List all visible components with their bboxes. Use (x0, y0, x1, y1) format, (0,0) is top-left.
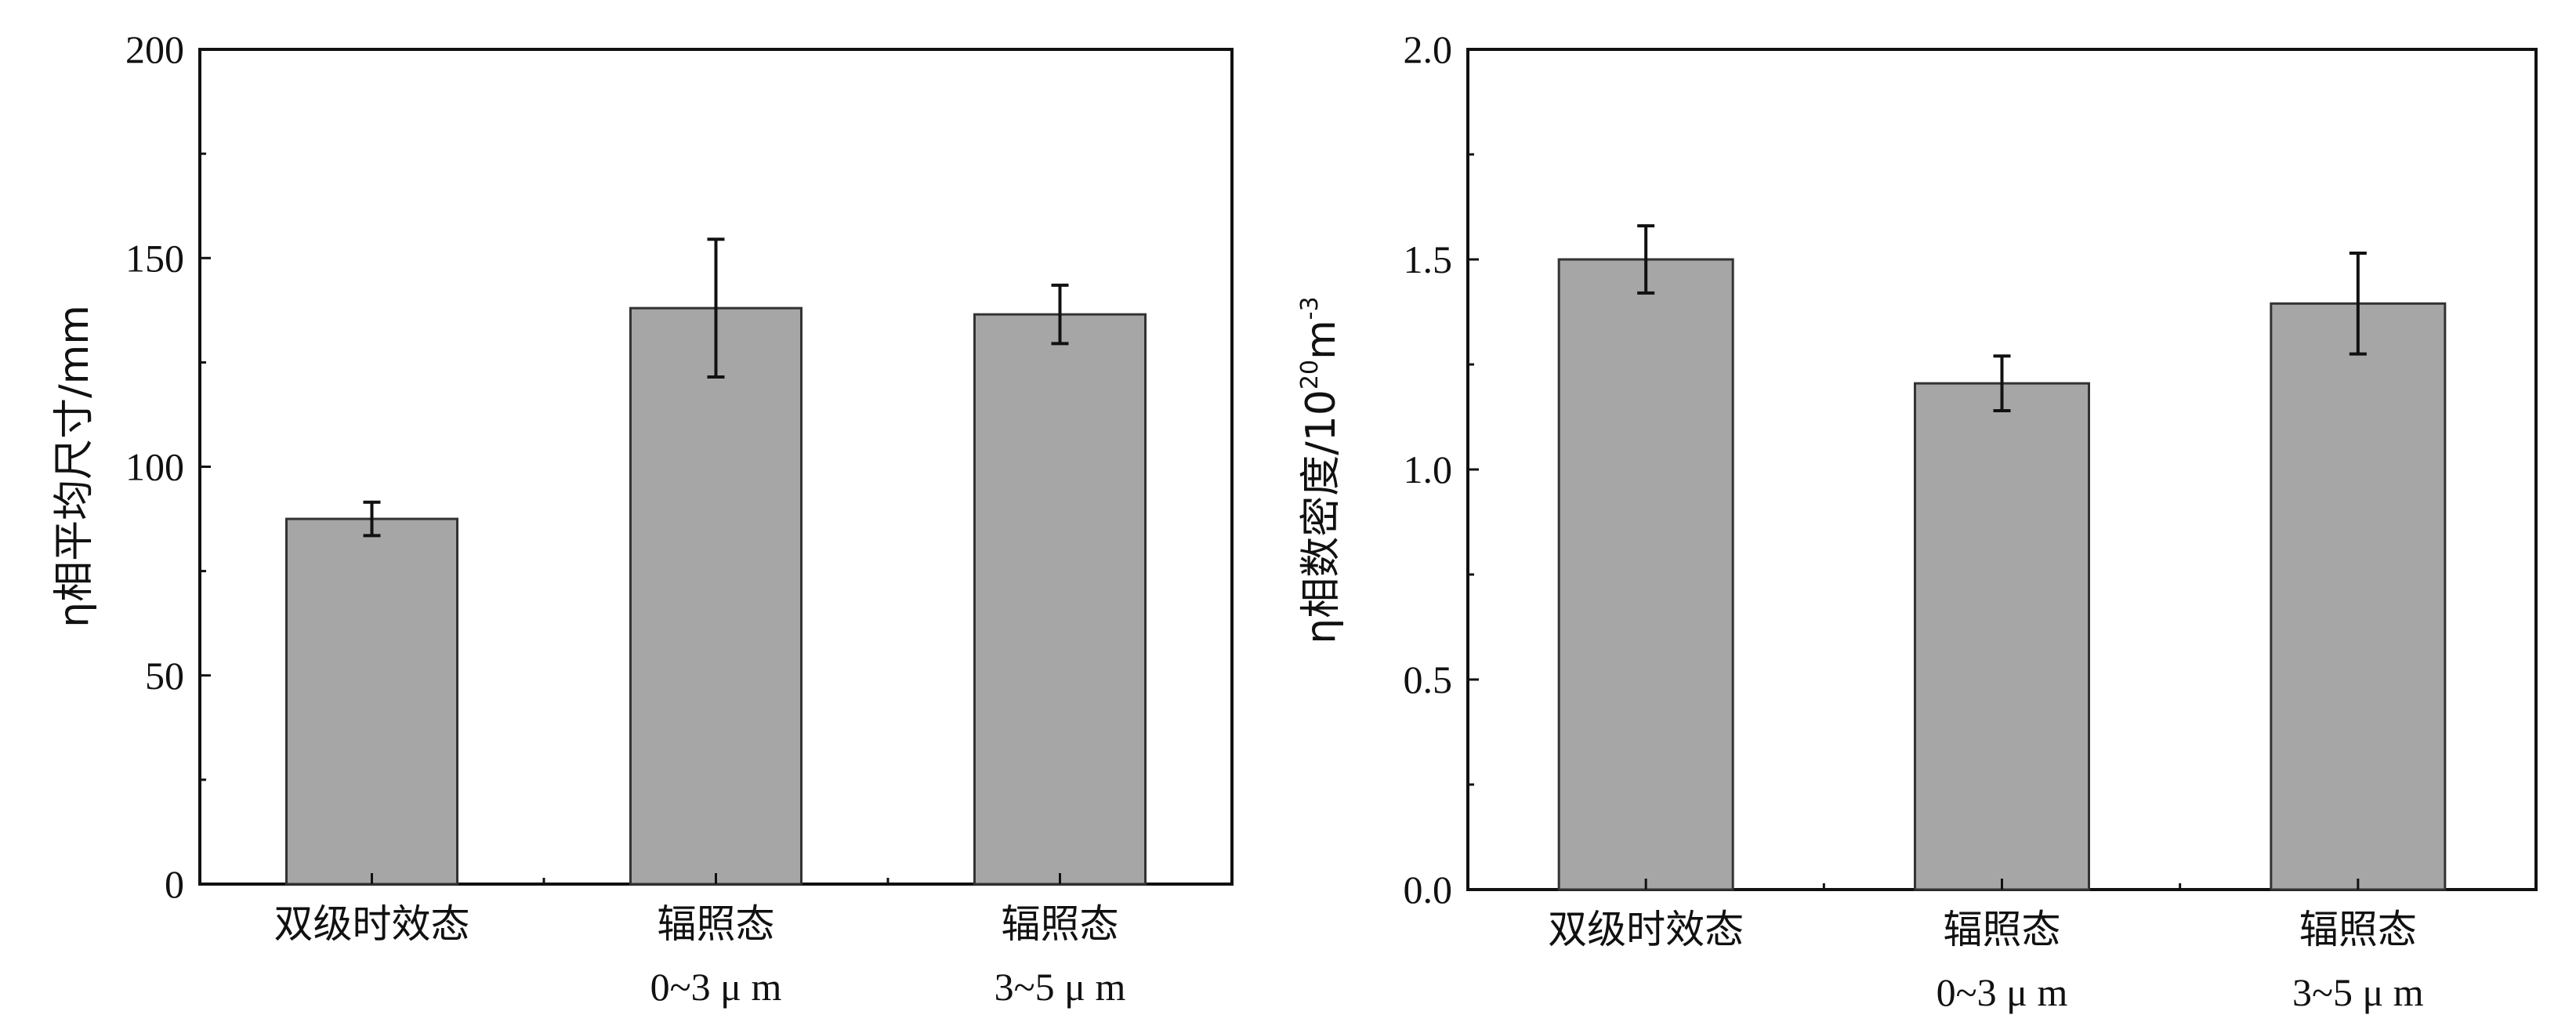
y-axis-title-left: η相平均尺寸/mm (51, 305, 98, 628)
y-axis-title-right: η相数密度/1020m-3 (1296, 296, 1345, 643)
bars-right (1557, 224, 2447, 891)
y-axis-title-right-sup1: 20 (1296, 360, 1324, 390)
category-label: 双级时效态 (1548, 907, 1744, 952)
y-tick-label: 1.0 (1404, 448, 1453, 491)
y-tick-label: 1.5 (1404, 237, 1453, 281)
category-label: 辐照态 (1944, 907, 2061, 952)
y-ticks-right: 0.0 0.5 1.0 1.5 2.0 (1404, 27, 1479, 912)
bars-left (285, 237, 1147, 886)
y-axis-title-right-sup2: -3 (1296, 296, 1324, 320)
y-axis-title-right-mid: m (1298, 320, 1345, 360)
y-tick-label: 50 (145, 654, 184, 698)
bar (285, 517, 458, 886)
y-tick-label: 100 (125, 445, 184, 489)
y-tick-label: 0 (165, 862, 184, 906)
y-tick-label: 0.0 (1404, 868, 1453, 912)
category-sublabel: 0~3 μ m (650, 965, 782, 1009)
bar (629, 306, 803, 886)
category-sublabel: 0~3 μ m (1937, 970, 2068, 1014)
y-tick-label: 150 (125, 236, 184, 280)
bar (1914, 382, 2090, 891)
category-label: 双级时效态 (274, 901, 470, 947)
bar (2270, 302, 2447, 891)
category-label: 辐照态 (658, 901, 775, 947)
bar (973, 313, 1147, 886)
chart-right: η相数密度/1020m-3 0.0 0.5 1.0 1.5 2.0 双级时效态 辐照态 0~… (1296, 27, 2538, 1014)
categories-left: 双级时效态 辐照态 0~3 μ m 辐照态 3~5 μ m (274, 873, 1126, 1009)
category-sublabel: 3~5 μ m (2292, 970, 2424, 1014)
category-sublabel: 3~5 μ m (995, 965, 1126, 1009)
y-axis-title-right-main: η相数密度/10 (1298, 390, 1345, 644)
y-ticks-left: 0 50 100 150 200 (125, 27, 211, 906)
chart-left: η相平均尺寸/mm 0 50 100 150 200 双级时效态 辐照态 0~3 μ m 辐照… (51, 27, 1234, 1009)
category-label: 辐照态 (2299, 907, 2417, 952)
category-label: 辐照态 (1002, 901, 1119, 947)
y-tick-label: 2.0 (1404, 27, 1453, 71)
bar (1557, 258, 1734, 891)
y-tick-label: 0.5 (1404, 658, 1453, 701)
y-tick-label: 200 (125, 27, 184, 71)
categories-right: 双级时效态 辐照态 0~3 μ m 辐照态 3~5 μ m (1548, 879, 2424, 1014)
